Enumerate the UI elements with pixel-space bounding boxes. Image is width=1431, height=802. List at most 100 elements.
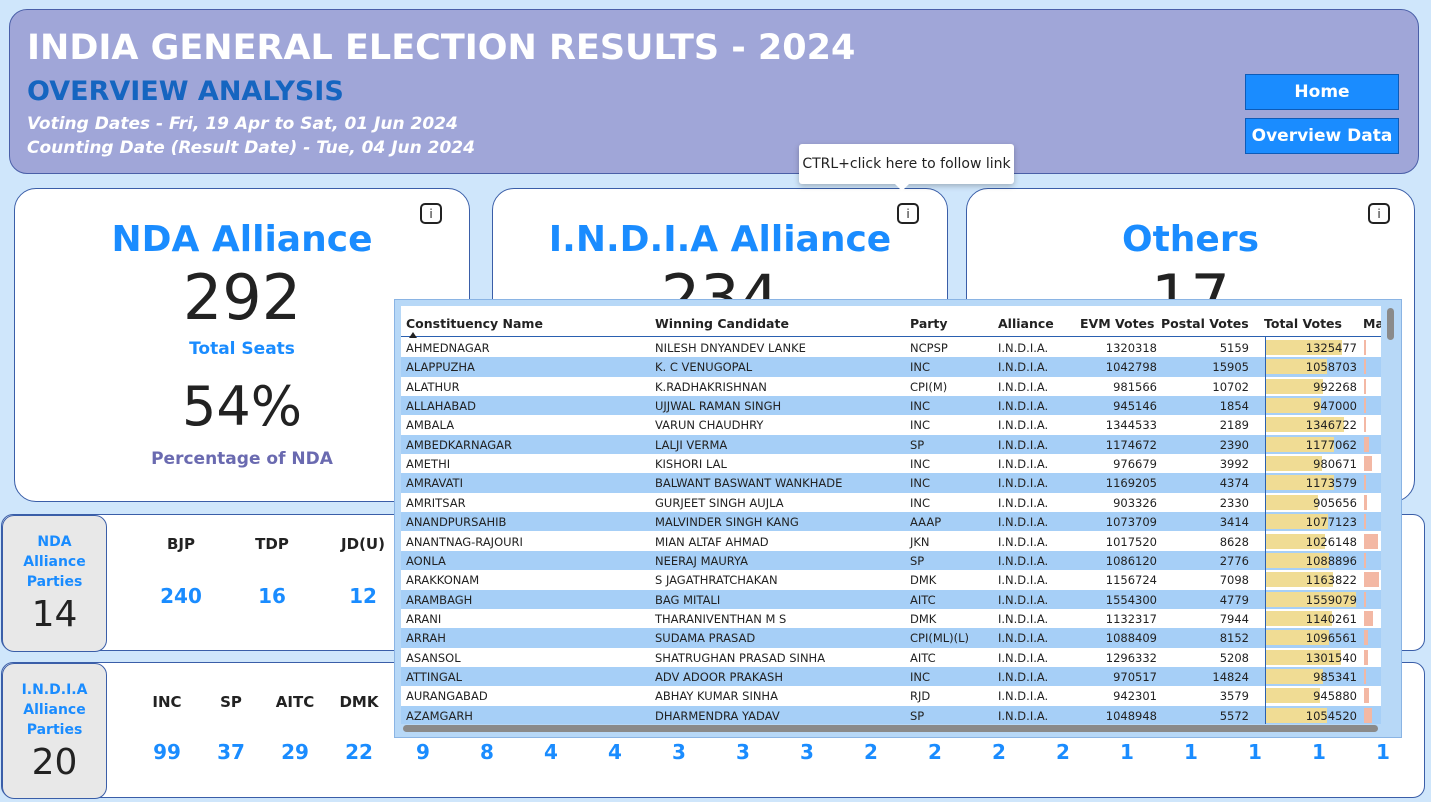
party-cell: AAAP bbox=[910, 515, 942, 530]
table-row[interactable]: ALATHUR K.RADHAKRISHNAN CPI(M) I.N.D.I.A. 98… bbox=[401, 377, 1381, 396]
alliance-cell: I.N.D.I.A. bbox=[998, 611, 1049, 626]
horizontal-scrollbar[interactable] bbox=[403, 725, 1378, 732]
party-name: SP bbox=[220, 693, 242, 711]
alliance-cell: I.N.D.I.A. bbox=[998, 669, 1049, 684]
candidate-cell: ABHAY KUMAR SINHA bbox=[655, 689, 778, 704]
candidate-cell: NILESH DNYANDEV LANKE bbox=[655, 341, 806, 355]
india-parties-label-box: I.N.D.I.A Alliance Parties 20 bbox=[2, 663, 107, 799]
total-votes-bar bbox=[1266, 591, 1356, 607]
candidate-cell: DHARMENDRA YADAV bbox=[655, 708, 780, 723]
col-constituency-name[interactable]: Constituency Name bbox=[406, 316, 543, 331]
table-row[interactable]: ARAKKONAM S JAGATHRATCHAKAN DMK I.N.D.I.A. 1… bbox=[401, 570, 1381, 589]
table-row[interactable]: ASANSOL SHATRUGHAN PRASAD SINHA AITC I.N.D.… bbox=[401, 648, 1381, 667]
party-cell: SP bbox=[910, 437, 925, 452]
party-seats: 1 bbox=[1120, 740, 1134, 764]
postal-votes-cell: 1854 bbox=[1219, 399, 1249, 414]
table-row[interactable]: ATTINGAL ADV ADOOR PRAKASH INC I.N.D.I.A. 97… bbox=[401, 666, 1381, 687]
nda-percentage: 54% bbox=[181, 375, 303, 438]
evm-votes-cell: 903326 bbox=[1113, 495, 1157, 510]
col-party[interactable]: Party bbox=[910, 316, 948, 331]
total-votes-cell: 945880 bbox=[1313, 689, 1357, 704]
evm-votes-cell: 976679 bbox=[1113, 457, 1157, 472]
party-seats: 37 bbox=[217, 740, 245, 764]
info-icon[interactable]: i bbox=[420, 203, 442, 224]
constituency-cell: AMRAVATI bbox=[406, 476, 463, 491]
label-line: Alliance bbox=[23, 702, 86, 718]
table-row[interactable]: AHMEDNAGAR NILESH DNYANDEV LANKE NCPSP I.N.… bbox=[401, 338, 1381, 357]
total-votes-bar bbox=[1266, 707, 1327, 723]
table-row[interactable]: AMRAVATI BALWANT BASWANT WANKHADE INC I.N.D… bbox=[401, 473, 1381, 493]
col-evm-votes[interactable]: EVM Votes bbox=[1080, 316, 1155, 331]
table-row[interactable]: ANANDPURSAHIB MALVINDER SINGH KANG AAAP I.N… bbox=[401, 512, 1381, 532]
alliance-cell: I.N.D.I.A. bbox=[998, 592, 1049, 607]
column-divider bbox=[1265, 337, 1266, 724]
total-votes-cell: 1163822 bbox=[1305, 573, 1357, 588]
candidate-cell: THARANIVENTHAN M S bbox=[655, 611, 787, 626]
table-row[interactable]: AONLA NEERAJ MAURYA SP I.N.D.I.A. 1086120 277… bbox=[401, 550, 1381, 571]
party-cell: INC bbox=[910, 399, 931, 414]
postal-votes-cell: 3579 bbox=[1219, 689, 1249, 704]
col-winning-candidate[interactable]: Winning Candidate bbox=[655, 316, 789, 331]
party-seats: 1 bbox=[1184, 740, 1198, 764]
party-seats: 12 bbox=[349, 584, 377, 608]
table-row[interactable]: AZAMGARH DHARMENDRA YADAV SP I.N.D.I.A. 1048… bbox=[401, 705, 1381, 724]
margin-bar bbox=[1364, 668, 1366, 684]
constituency-cell: AMRITSAR bbox=[406, 495, 466, 510]
margin-bar bbox=[1364, 707, 1372, 723]
postal-votes-cell: 5159 bbox=[1219, 341, 1249, 355]
party-cell: CPI(M) bbox=[910, 379, 948, 394]
table-row[interactable]: AMBALA VARUN CHAUDHRY INC I.N.D.I.A. 1344533… bbox=[401, 415, 1381, 434]
header-banner: INDIA GENERAL ELECTION RESULTS - 2024 OV… bbox=[9, 9, 1419, 174]
party-cell: RJD bbox=[910, 689, 931, 704]
col-alliance[interactable]: Alliance bbox=[998, 316, 1054, 331]
home-button[interactable]: Home bbox=[1245, 74, 1399, 110]
candidate-cell: GURJEET SINGH AUJLA bbox=[655, 495, 784, 510]
party-seats: 16 bbox=[258, 584, 286, 608]
constituency-cell: ARRAH bbox=[406, 631, 446, 646]
total-votes-bar bbox=[1266, 398, 1321, 414]
party-seats: 2 bbox=[928, 740, 942, 764]
evm-votes-cell: 1073709 bbox=[1105, 515, 1157, 530]
col-postal-votes[interactable]: Postal Votes bbox=[1161, 316, 1249, 331]
table-row[interactable]: ARAMBAGH BAG MITALI AITC I.N.D.I.A. 1554300 4… bbox=[401, 589, 1381, 609]
total-votes-bar bbox=[1266, 359, 1327, 375]
party-name: TDP bbox=[255, 535, 289, 553]
total-votes-cell: 1088896 bbox=[1305, 553, 1357, 568]
postal-votes-cell: 8628 bbox=[1219, 534, 1249, 549]
nda-seat-count: 292 bbox=[182, 261, 302, 334]
table-row[interactable]: ALAPPUZHA K. C VENUGOPAL INC I.N.D.I.A. 1042… bbox=[401, 357, 1381, 377]
table-row[interactable]: AMBEDKARNAGAR LALJI VERMA SP I.N.D.I.A. 1174… bbox=[401, 434, 1381, 455]
col-margin[interactable]: Mar bbox=[1363, 316, 1381, 331]
evm-votes-cell: 1174672 bbox=[1105, 437, 1157, 452]
total-votes-cell: 1346722 bbox=[1305, 418, 1357, 433]
evm-votes-cell: 1169205 bbox=[1105, 476, 1157, 491]
info-icon[interactable]: i bbox=[897, 203, 919, 224]
vertical-scrollbar[interactable] bbox=[1387, 308, 1394, 340]
total-votes-cell: 1177062 bbox=[1305, 437, 1357, 452]
table-row[interactable]: AURANGABAD ABHAY KUMAR SINHA RJD I.N.D.I.A.… bbox=[401, 686, 1381, 705]
table-row[interactable]: AMETHI KISHORI LAL INC I.N.D.I.A. 976679 3992… bbox=[401, 454, 1381, 473]
total-votes-cell: 1054520 bbox=[1305, 708, 1357, 723]
party-seats: 4 bbox=[544, 740, 558, 764]
constituency-cell: AMBEDKARNAGAR bbox=[406, 437, 513, 452]
info-icon[interactable]: i bbox=[1368, 203, 1390, 224]
table-row[interactable]: ALLAHABAD UJJWAL RAMAN SINGH INC I.N.D.I.A.… bbox=[401, 396, 1381, 416]
postal-votes-cell: 4779 bbox=[1219, 592, 1249, 607]
evm-votes-cell: 1554300 bbox=[1105, 592, 1157, 607]
party-cell: INC bbox=[910, 360, 931, 375]
table-row[interactable]: AMRITSAR GURJEET SINGH AUJLA INC I.N.D.I.A.… bbox=[401, 493, 1381, 512]
evm-votes-cell: 1017520 bbox=[1105, 534, 1157, 549]
table-row[interactable]: ARRAH SUDAMA PRASAD CPI(ML)(L) I.N.D.I.A. 10… bbox=[401, 628, 1381, 648]
table-row[interactable]: ANANTNAG-RAJOURI MIAN ALTAF AHMAD JKN I.N.D… bbox=[401, 532, 1381, 551]
margin-bar bbox=[1364, 610, 1373, 626]
alliance-cell: I.N.D.I.A. bbox=[998, 379, 1049, 394]
page-title: INDIA GENERAL ELECTION RESULTS - 2024 bbox=[27, 28, 856, 68]
postal-votes-cell: 2189 bbox=[1219, 418, 1249, 433]
table-row[interactable]: ARANI THARANIVENTHAN M S DMK I.N.D.I.A. 1132… bbox=[401, 609, 1381, 628]
overview-data-button[interactable]: Overview Data bbox=[1245, 118, 1399, 154]
constituency-cell: ANANDPURSAHIB bbox=[406, 515, 507, 530]
col-total-votes[interactable]: Total Votes bbox=[1264, 316, 1342, 331]
total-votes-cell: 980671 bbox=[1313, 457, 1357, 472]
party-cell: NCPSP bbox=[910, 341, 948, 355]
candidate-cell: KISHORI LAL bbox=[655, 457, 727, 472]
